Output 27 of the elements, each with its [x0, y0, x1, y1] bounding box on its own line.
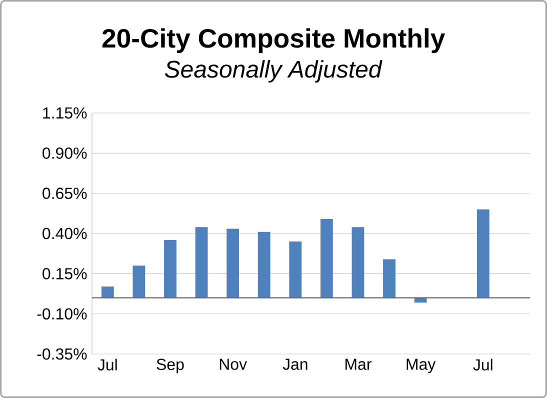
chart-title: 20-City Composite Monthly	[102, 28, 446, 54]
x-tick-label: Sep	[156, 358, 184, 374]
y-tick-label: -0.10%	[37, 308, 87, 320]
x-tick-label: May	[406, 358, 436, 374]
chart-subtitle: Seasonally Adjusted	[164, 60, 382, 82]
y-tick-label: 0.90%	[42, 148, 87, 159]
x-tick-label: Jul	[98, 358, 117, 370]
bar	[226, 228, 240, 298]
y-tick-label: 1.15%	[43, 107, 87, 119]
bar	[352, 227, 364, 298]
bar	[383, 259, 396, 298]
y-tick-label: 0.15%	[42, 268, 87, 280]
y-tick-label: 0.40%	[42, 228, 87, 240]
y-tick-label: -0.35%	[37, 348, 87, 360]
bar	[164, 240, 176, 298]
bar	[132, 266, 146, 298]
x-tick-label: Nov	[220, 358, 247, 370]
y-tick-label: 0.65%	[42, 188, 87, 199]
bar	[320, 219, 333, 298]
x-tick-label: Mar	[346, 358, 372, 370]
bar	[476, 209, 490, 298]
bar	[289, 242, 302, 298]
bar	[195, 227, 208, 298]
x-tick-label: Jan	[282, 358, 308, 370]
x-tick-label: Jul	[473, 358, 492, 370]
bar	[101, 286, 114, 298]
bar	[258, 232, 270, 298]
